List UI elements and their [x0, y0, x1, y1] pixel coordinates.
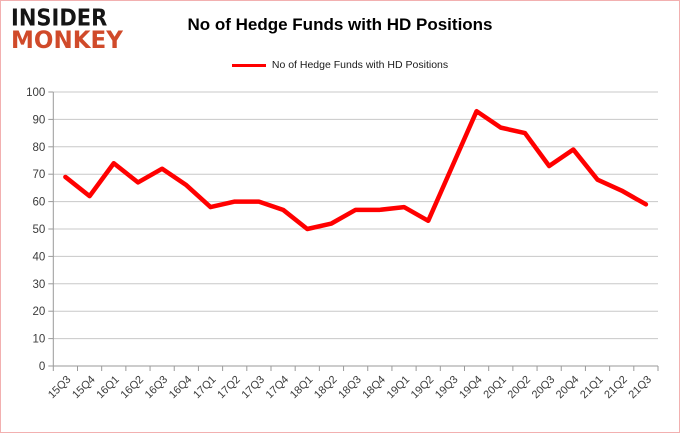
- x-label-16Q2: 16Q2: [119, 374, 147, 402]
- y-tick-label-80: 80: [33, 142, 46, 154]
- x-label-15Q3: 15Q3: [46, 374, 74, 402]
- legend-line-swatch: [231, 63, 266, 67]
- legend-label: No of Hedge Funds with HD Positions: [271, 59, 449, 71]
- x-label-18Q4: 18Q4: [360, 374, 388, 402]
- logo-line-monkey: MONKEY: [11, 26, 123, 55]
- x-label-19Q2: 19Q2: [409, 374, 437, 402]
- x-label-20Q4: 20Q4: [554, 374, 582, 402]
- y-tick-label-30: 30: [33, 279, 46, 291]
- logo-line-insider: INSIDER: [11, 4, 108, 31]
- legend: No of Hedge Funds with HD Positions: [1, 59, 679, 71]
- y-tick-label-50: 50: [33, 224, 46, 236]
- y-tick-label-90: 90: [33, 114, 46, 126]
- x-label-20Q3: 20Q3: [530, 374, 558, 402]
- y-tick-label-10: 10: [33, 334, 46, 346]
- y-tick-label-20: 20: [33, 306, 46, 318]
- x-label-17Q3: 17Q3: [239, 374, 267, 402]
- x-label-19Q3: 19Q3: [433, 374, 461, 402]
- x-label-18Q1: 18Q1: [288, 374, 316, 402]
- x-label-18Q3: 18Q3: [336, 374, 364, 402]
- x-label-21Q1: 21Q1: [578, 374, 606, 402]
- x-label-20Q1: 20Q1: [481, 374, 509, 402]
- y-tick-label-70: 70: [33, 169, 46, 181]
- x-label-15Q4: 15Q4: [70, 374, 98, 402]
- x-label-17Q2: 17Q2: [215, 374, 243, 402]
- x-label-21Q3: 21Q3: [627, 374, 655, 402]
- x-label-19Q1: 19Q1: [385, 374, 413, 402]
- y-tick-label-100: 100: [26, 87, 45, 99]
- x-label-19Q4: 19Q4: [457, 374, 485, 402]
- chart-title: No of Hedge Funds with HD Positions: [187, 15, 493, 34]
- x-label-16Q4: 16Q4: [167, 374, 195, 402]
- x-label-16Q1: 16Q1: [94, 374, 122, 402]
- x-label-18Q2: 18Q2: [312, 374, 340, 402]
- y-tick-label-0: 0: [39, 361, 45, 373]
- insider-monkey-logo: INSIDER MONKEY: [11, 4, 123, 55]
- x-label-17Q1: 17Q1: [191, 374, 219, 402]
- x-label-20Q2: 20Q2: [506, 374, 534, 402]
- y-tick-label-40: 40: [33, 251, 46, 263]
- x-label-21Q2: 21Q2: [602, 374, 630, 402]
- y-tick-label-60: 60: [33, 197, 46, 209]
- x-label-17Q4: 17Q4: [264, 374, 292, 402]
- x-label-16Q3: 16Q3: [143, 374, 171, 402]
- series-line-0: [63, 108, 649, 232]
